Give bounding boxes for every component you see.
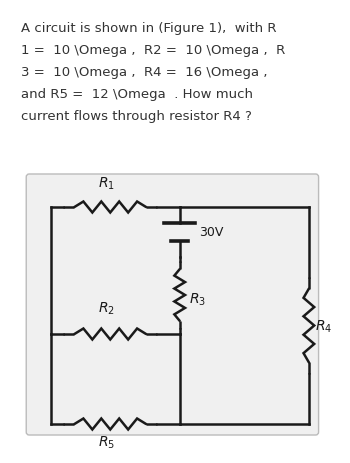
FancyBboxPatch shape: [26, 175, 318, 435]
Text: $R_3$: $R_3$: [189, 291, 206, 307]
Text: 30V: 30V: [199, 226, 224, 239]
Text: 3 =  10 \Omega ,  R4 =  16 \Omega ,: 3 = 10 \Omega , R4 = 16 \Omega ,: [21, 66, 268, 79]
Text: 1 =  10 \Omega ,  R2 =  10 \Omega ,  R: 1 = 10 \Omega , R2 = 10 \Omega , R: [21, 44, 286, 57]
Text: and R5 =  12 \Omega  . How much: and R5 = 12 \Omega . How much: [21, 88, 253, 101]
Text: $R_5$: $R_5$: [98, 434, 115, 450]
Text: $R_2$: $R_2$: [98, 300, 115, 316]
Text: A circuit is shown in (Figure 1),  with R: A circuit is shown in (Figure 1), with R: [21, 22, 277, 35]
Text: $R_1$: $R_1$: [98, 175, 115, 192]
Text: $R_4$: $R_4$: [315, 318, 332, 334]
Text: current flows through resistor R4 ?: current flows through resistor R4 ?: [21, 110, 252, 123]
